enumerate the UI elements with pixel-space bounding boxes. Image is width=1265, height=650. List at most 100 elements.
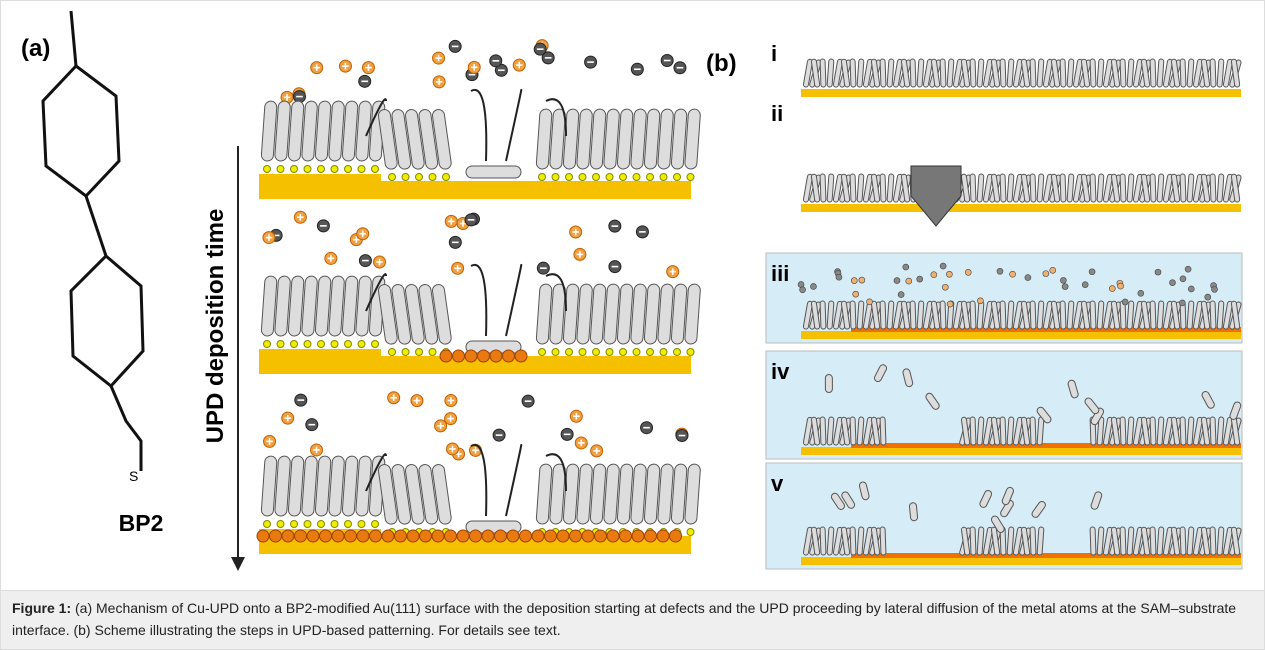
lying-molecule (466, 166, 521, 178)
molecule-rod (1090, 59, 1096, 87)
molecule-rod (1030, 417, 1036, 445)
cu-atom (395, 530, 407, 542)
cu-atom (557, 530, 569, 542)
molecule-rod (1127, 59, 1134, 87)
molecule-rod (850, 59, 856, 87)
molecule-rod (1030, 59, 1036, 87)
molecule-rod (820, 174, 826, 202)
ion (946, 271, 952, 277)
anchor (372, 341, 379, 348)
cu-atom (657, 530, 669, 542)
cu-atom (470, 530, 482, 542)
molecule-rod (1000, 301, 1006, 329)
molecule-rod (1180, 527, 1186, 555)
molecule-rod (820, 417, 826, 445)
molecule-rod (1060, 59, 1066, 87)
anchor (277, 341, 284, 348)
cu-atom (503, 350, 515, 362)
anchor (318, 521, 325, 528)
cu-atom (270, 530, 282, 542)
ion (1089, 269, 1095, 275)
anchor (674, 349, 681, 356)
cu-atom (620, 530, 632, 542)
page: (a) S BP2 UPD deposition time (b) iiiiii… (0, 0, 1265, 648)
ion (836, 274, 842, 280)
axis-label: UPD deposition time (202, 209, 229, 444)
molecule-rod (977, 59, 984, 87)
cu-atom (582, 530, 594, 542)
anchor (304, 166, 311, 173)
anchor (593, 174, 600, 181)
molecule-rod (1037, 174, 1044, 202)
molecule-rod (1067, 174, 1074, 202)
molecule-rod (1180, 417, 1186, 445)
anchor (264, 341, 271, 348)
ion (1118, 283, 1124, 289)
ion (1138, 290, 1144, 296)
cu-atom (490, 350, 502, 362)
molecule-rod (1210, 174, 1216, 202)
anchor (687, 349, 694, 356)
ion (947, 301, 953, 307)
molecule-rod (970, 417, 976, 445)
cu-atom (478, 350, 490, 362)
ion (965, 269, 971, 275)
anchor (318, 341, 325, 348)
molecule-rod (1187, 174, 1194, 202)
molecule-rod (825, 375, 832, 393)
molecule-rod (1210, 301, 1216, 329)
ion (1010, 271, 1016, 277)
ion (1185, 266, 1191, 272)
molecule-rod (1120, 527, 1126, 555)
afm-tip (911, 166, 961, 226)
anchor (647, 349, 654, 356)
molecule-rod (1180, 59, 1186, 87)
anchor (566, 349, 573, 356)
anchor (345, 166, 352, 173)
anchor (291, 341, 298, 348)
step-label: ii (771, 101, 783, 126)
molecule-rod (850, 417, 856, 445)
molecule-rod (1060, 174, 1066, 202)
ion (898, 292, 904, 298)
anchor (443, 174, 450, 181)
cu-atom (670, 530, 682, 542)
molecule-rod (820, 59, 826, 87)
cu-atom (570, 530, 582, 542)
cu-atom (370, 530, 382, 542)
ion (800, 287, 806, 293)
molecule-rod (1210, 417, 1216, 445)
ion (1179, 300, 1185, 306)
molecule-rod (1097, 174, 1104, 202)
cu-atom (520, 530, 532, 542)
ion (931, 272, 937, 278)
cu-atom (332, 530, 344, 542)
figure-art: (a) S BP2 UPD deposition time (b) iiiiii… (1, 1, 1264, 591)
anchor (593, 349, 600, 356)
anchor (277, 166, 284, 173)
cu-atom (382, 530, 394, 542)
molecule-rod (1000, 174, 1006, 202)
step-label: i (771, 41, 777, 66)
anchor (647, 174, 654, 181)
molecule-rod (880, 59, 886, 87)
panel-label: (b) (706, 50, 737, 77)
molecule-rod (910, 301, 916, 329)
molecule-rod (909, 502, 918, 521)
anchor (687, 174, 694, 181)
anchor (358, 166, 365, 173)
ion (942, 284, 948, 290)
molecule-rod (1007, 174, 1014, 202)
anchor (277, 521, 284, 528)
cu-atom (407, 530, 419, 542)
cu-atom (482, 530, 494, 542)
anchor (416, 174, 423, 181)
substrate (801, 447, 1241, 455)
cu-atom (453, 350, 465, 362)
anchor (402, 349, 409, 356)
anchor (620, 349, 627, 356)
caption-label: Figure 1: (12, 600, 71, 616)
molecule-rod (880, 527, 886, 555)
molecule-rod (1037, 59, 1044, 87)
cu-atom (357, 530, 369, 542)
